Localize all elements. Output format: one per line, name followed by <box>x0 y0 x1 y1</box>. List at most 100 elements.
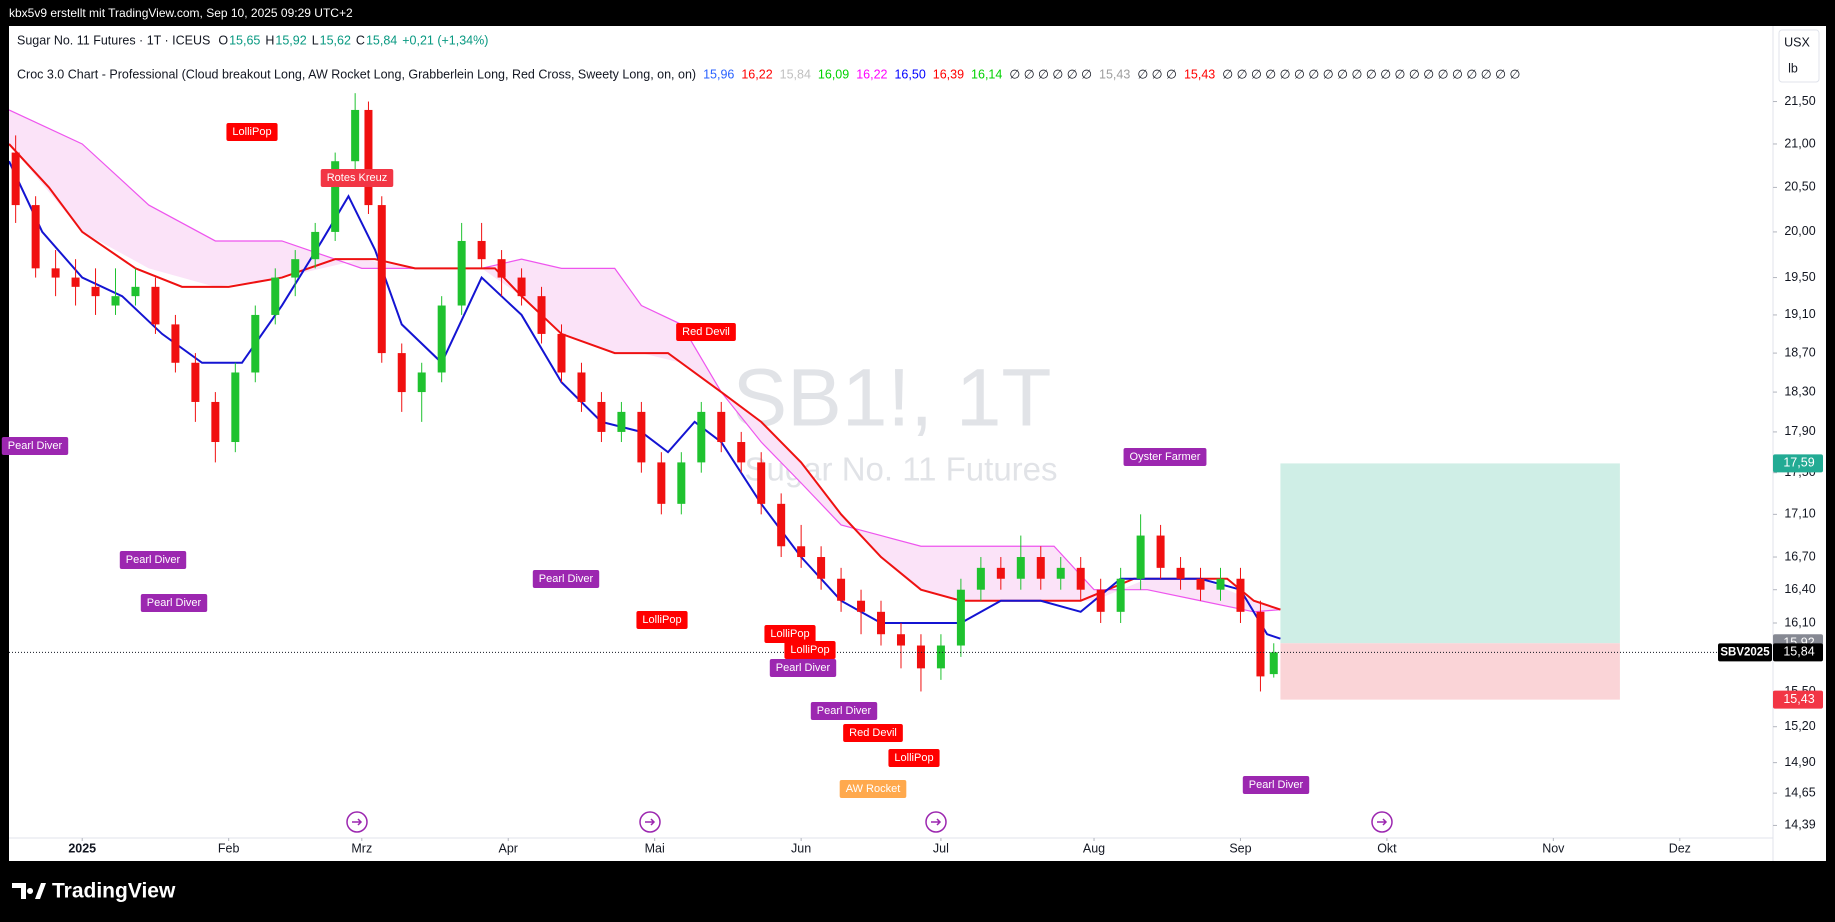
candle-body <box>797 546 806 558</box>
event-icon[interactable] <box>1371 811 1393 833</box>
x-tick-label: Dez <box>1669 841 1691 855</box>
candle-body <box>936 645 945 669</box>
candle-body <box>31 205 40 269</box>
candle-body <box>51 268 60 278</box>
x-tick-label: Jun <box>791 841 811 855</box>
legend-text: 15,92 <box>275 33 306 47</box>
signal-text: Oyster Farmer <box>1130 451 1201 463</box>
y-tick-label: 20,50 <box>1784 180 1815 194</box>
signal-label: Pearl Diver <box>119 551 187 569</box>
event-icon[interactable] <box>346 811 368 833</box>
legend-text: 15,96 <box>703 67 734 81</box>
candle-body <box>291 259 300 278</box>
brand-logo <box>12 883 46 899</box>
signal-label: LolliPop <box>888 749 940 767</box>
price-tag <box>1773 643 1823 662</box>
y-tick-label: 17,90 <box>1784 424 1815 438</box>
y-tick-label: 14,39 <box>1784 818 1815 832</box>
signal-label: LolliPop <box>764 625 816 643</box>
y-tick-label: 21,00 <box>1784 136 1815 150</box>
event-icon[interactable] <box>925 811 947 833</box>
candle-body <box>697 411 706 463</box>
signal-box <box>784 641 836 659</box>
signal-label: Pearl Diver <box>810 702 878 720</box>
candle-body <box>517 277 526 297</box>
candle-body <box>817 557 826 579</box>
signal-label: Pearl Diver <box>532 570 600 588</box>
price-tag <box>1773 454 1823 473</box>
signal-box <box>1242 776 1310 794</box>
candle-body <box>1016 557 1025 579</box>
signal-label: LolliPop <box>784 641 836 659</box>
legend-text: H <box>265 33 274 47</box>
candle-body <box>271 277 280 315</box>
legend-text: L <box>312 33 319 47</box>
signal-box <box>119 551 187 569</box>
brand: TradingView <box>52 880 176 903</box>
y-tick-label: 15,20 <box>1784 719 1815 733</box>
y-tick-label: 21,50 <box>1784 94 1815 108</box>
watermark: SB1!, 1T <box>732 353 1051 444</box>
signal-text: Red Devil <box>682 326 730 338</box>
y-tick-label: 14,65 <box>1784 785 1815 799</box>
signal-label: Pearl Diver <box>1242 776 1310 794</box>
legend-text: 15,84 <box>366 33 397 47</box>
candle-body <box>1036 557 1045 579</box>
event-arrow <box>645 818 656 826</box>
candle-body <box>331 161 340 232</box>
candle-body <box>657 462 666 504</box>
event-arrow <box>352 818 363 826</box>
candle-body <box>577 372 586 402</box>
candle-body <box>497 259 506 278</box>
candle-body <box>1096 589 1105 612</box>
signal-text: Rotes Kreuz <box>327 172 388 184</box>
legend-text: ∅ ∅ ∅ <box>1137 67 1177 81</box>
y-tick-label: 20,00 <box>1784 224 1815 238</box>
y-tick-label: 19,50 <box>1784 270 1815 284</box>
signal-box <box>226 123 278 141</box>
signal-label: AW Rocket <box>839 780 907 798</box>
unit: lb <box>1788 61 1798 75</box>
signal-label: Pearl Diver <box>769 659 837 677</box>
candle-body <box>111 296 120 306</box>
legend-text: Croc 3.0 Chart - Professional (Cloud bre… <box>17 67 696 81</box>
x-tick-label: Apr <box>499 841 518 855</box>
legend-text: 16,50 <box>894 67 925 81</box>
candle-body <box>1256 611 1265 677</box>
candle-body <box>717 411 726 443</box>
signal-text: LolliPop <box>894 752 933 764</box>
candle-body <box>11 152 20 206</box>
signal-box <box>532 570 600 588</box>
legend-text: ∅ ∅ ∅ ∅ ∅ ∅ <box>1009 67 1092 81</box>
candle-body <box>1116 578 1125 612</box>
signal-box <box>764 625 816 643</box>
candle-body <box>351 109 360 162</box>
candle-body <box>737 442 746 463</box>
candle-body <box>537 296 546 334</box>
legend-text: 16,22 <box>741 67 772 81</box>
symbol-tag <box>1718 643 1772 662</box>
unit-box[interactable] <box>1778 29 1820 83</box>
x-tick-label: Feb <box>218 841 240 855</box>
candle-body <box>91 286 100 297</box>
candle-body <box>191 362 200 402</box>
x-tick-label: Mai <box>645 841 665 855</box>
cloud-upper <box>9 109 1281 613</box>
signal-text: Pearl Diver <box>8 440 63 452</box>
candle-body <box>1076 567 1085 590</box>
candle-body <box>71 277 80 287</box>
signal-box <box>636 611 688 629</box>
candle-body <box>777 503 786 547</box>
candle-body <box>996 567 1005 579</box>
legend-text: +0,21 (+1,34%) <box>402 33 488 47</box>
candle-body <box>211 401 220 443</box>
signal-text: LolliPop <box>642 614 681 626</box>
signal-text: AW Rocket <box>846 783 901 795</box>
signal-box <box>1123 448 1207 466</box>
candle-body <box>757 462 766 504</box>
candle-body <box>1236 578 1245 612</box>
event-icon[interactable] <box>639 811 661 833</box>
signal-box <box>888 749 940 767</box>
signal-box <box>676 323 736 341</box>
